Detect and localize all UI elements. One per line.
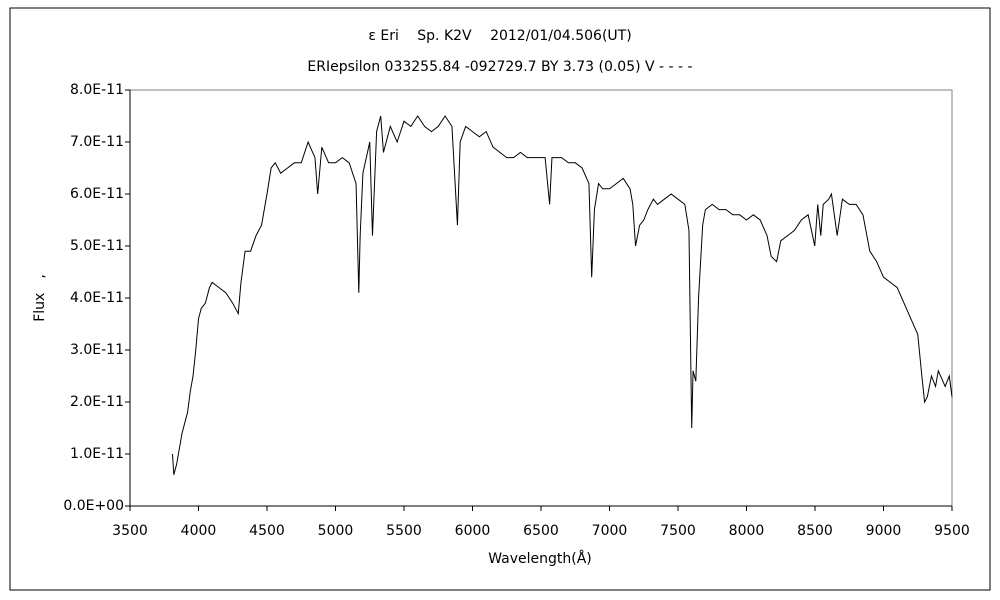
y-tick-label: 4.0E-11 — [70, 290, 124, 306]
y-tick-label: 5.0E-11 — [70, 238, 124, 254]
spectrum-line — [171, 115, 953, 475]
x-tick-label: 9000 — [866, 523, 902, 539]
chart-title: ε Eri Sp. K2V 2012/01/04.506(UT) — [368, 28, 631, 44]
y-tick-label: 8.0E-11 — [70, 82, 124, 98]
chart-border — [9, 7, 991, 591]
x-tick-label: 6000 — [455, 523, 491, 539]
y-tick-label: 6.0E-11 — [70, 186, 124, 202]
x-tick-label: 7500 — [660, 523, 696, 539]
x-tick-label: 9500 — [934, 523, 970, 539]
x-tick-label: 4000 — [181, 523, 217, 539]
x-axis-label: Wavelength(Å) — [488, 550, 592, 567]
x-tick-label: 5500 — [386, 523, 422, 539]
y-axis-label: Flux , — [32, 274, 48, 322]
x-tick-label: 6500 — [523, 523, 559, 539]
x-tick-label: 8500 — [797, 523, 833, 539]
y-tick-label: 7.0E-11 — [70, 134, 124, 150]
x-tick-label: 8000 — [729, 523, 765, 539]
y-tick-label: 2.0E-11 — [70, 394, 124, 410]
chart-subtitle: ERIepsilon 033255.84 -092729.7 BY 3.73 (… — [307, 59, 692, 75]
x-tick-label: 7000 — [592, 523, 628, 539]
x-tick-label: 5000 — [318, 523, 354, 539]
x-tick-label: 4500 — [249, 523, 285, 539]
y-tick-label: 3.0E-11 — [70, 342, 124, 358]
x-tick-label: 3500 — [112, 523, 148, 539]
y-tick-label: 0.0E+00 — [63, 498, 124, 514]
y-tick-label: 1.0E-11 — [70, 446, 124, 462]
